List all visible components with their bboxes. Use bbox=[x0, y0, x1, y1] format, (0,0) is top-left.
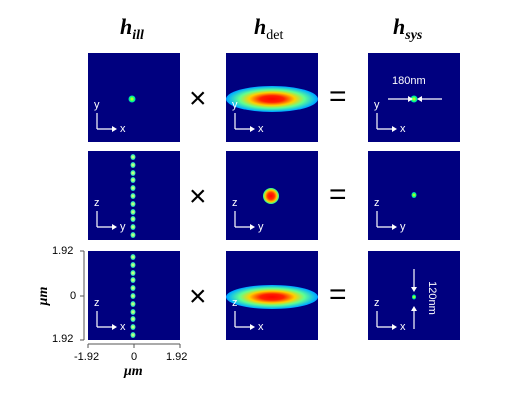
left-tick-bottom: 1.92 bbox=[52, 333, 74, 345]
ill-spot bbox=[130, 224, 136, 231]
axis-arrows bbox=[96, 311, 117, 330]
axis-arrows bbox=[376, 113, 397, 132]
ill-spot bbox=[130, 154, 136, 160]
ill-spot bbox=[130, 200, 136, 207]
panel-ill-zx: z x bbox=[88, 251, 180, 340]
header-detection-psf: hdet bbox=[254, 14, 284, 43]
axis-glyph-vertical: y bbox=[94, 99, 100, 111]
axis-glyph-horizontal: x bbox=[120, 321, 126, 333]
ill-spot bbox=[130, 169, 136, 176]
axis-glyph-horizontal: y bbox=[400, 221, 406, 233]
ill-focal-spot bbox=[128, 95, 136, 103]
bottom-tick-middle: 0 bbox=[131, 351, 138, 363]
sys-spot bbox=[412, 294, 416, 300]
det-spot-elongated bbox=[226, 285, 318, 309]
axis-arrows bbox=[376, 211, 397, 230]
ill-spot bbox=[130, 293, 136, 299]
ill-spot bbox=[130, 216, 136, 223]
ill-spot bbox=[130, 185, 136, 192]
ill-spot-column bbox=[88, 151, 180, 240]
axis-arrows bbox=[96, 211, 117, 230]
axis-glyph-vertical: y bbox=[374, 99, 380, 111]
panel-sys-zy: z y bbox=[368, 151, 460, 240]
ill-spot bbox=[130, 316, 136, 323]
axis-glyph-horizontal: x bbox=[400, 123, 406, 135]
bottom-tick-right: 1.92 bbox=[166, 351, 188, 363]
header-illumination-psf: hill bbox=[120, 14, 144, 43]
panel-sys-xy: 180nm y x bbox=[368, 53, 460, 142]
sys-focal-spot bbox=[410, 95, 418, 103]
axis-glyph-horizontal: x bbox=[400, 321, 406, 333]
axis-glyph-vertical: z bbox=[374, 297, 380, 309]
equals-operator: = bbox=[329, 80, 347, 113]
left-tick-top: 1.92 bbox=[52, 245, 74, 257]
ill-spot bbox=[130, 208, 136, 215]
fwhm-arrows-xz bbox=[411, 269, 417, 329]
panel-det-xy: y x bbox=[226, 53, 318, 142]
ill-spot bbox=[130, 254, 136, 260]
ill-spot-column bbox=[88, 251, 180, 340]
axis-glyph-vertical: y bbox=[232, 99, 238, 111]
axis-glyph-vertical: z bbox=[94, 197, 100, 209]
axis-glyph-vertical: z bbox=[232, 297, 238, 309]
ill-spot bbox=[130, 177, 136, 184]
header-system-psf: hsys bbox=[393, 14, 423, 43]
bottom-tick-left: -1.92 bbox=[74, 351, 100, 363]
axis-arrows bbox=[234, 311, 255, 330]
axis-glyph-horizontal: y bbox=[258, 221, 264, 233]
ill-spot bbox=[130, 332, 136, 338]
left-tick-middle: 0 bbox=[70, 290, 77, 302]
equals-operator: = bbox=[329, 278, 347, 311]
ill-spot bbox=[130, 285, 136, 292]
det-spot-elongated bbox=[226, 86, 318, 112]
panel-sys-zx: 120nm z x bbox=[368, 251, 460, 340]
axis-glyph-vertical: z bbox=[94, 297, 100, 309]
ill-spot bbox=[130, 269, 136, 276]
det-spot-round bbox=[263, 188, 279, 204]
ill-spot bbox=[130, 308, 136, 315]
axis-arrows bbox=[376, 311, 397, 330]
axis-glyph-horizontal: y bbox=[120, 221, 126, 233]
equals-operator: = bbox=[329, 178, 347, 211]
axis-glyph-horizontal: x bbox=[258, 321, 264, 333]
ill-spot bbox=[130, 300, 136, 307]
axis-arrows bbox=[234, 211, 255, 230]
ill-spot bbox=[130, 193, 136, 199]
panel-ill-zy: z y bbox=[88, 151, 180, 240]
ill-spot bbox=[130, 261, 136, 268]
multiply-operator: × bbox=[189, 280, 207, 313]
fwhm-label-xy: 180nm bbox=[392, 75, 426, 87]
ill-spot bbox=[130, 232, 136, 238]
panel-det-zx: z x bbox=[226, 251, 318, 340]
axis-glyph-vertical: z bbox=[232, 197, 238, 209]
axis-glyph-vertical: z bbox=[374, 197, 380, 209]
ill-spot bbox=[130, 277, 136, 284]
multiply-operator: × bbox=[189, 82, 207, 115]
panel-det-zy: z y bbox=[226, 151, 318, 240]
axis-arrows bbox=[234, 113, 255, 132]
left-unit-label: μm bbox=[36, 286, 51, 306]
axis-arrows bbox=[96, 113, 117, 132]
axis-glyph-horizontal: x bbox=[258, 123, 264, 135]
sys-spot bbox=[411, 192, 417, 198]
ill-spot bbox=[130, 324, 136, 331]
bottom-unit-label: μm bbox=[124, 364, 143, 379]
fwhm-arrows-xy bbox=[388, 96, 442, 102]
panel-ill-xy: y x bbox=[88, 53, 180, 142]
multiply-operator: × bbox=[189, 180, 207, 213]
axis-glyph-horizontal: x bbox=[120, 123, 126, 135]
ill-spot bbox=[130, 161, 136, 168]
